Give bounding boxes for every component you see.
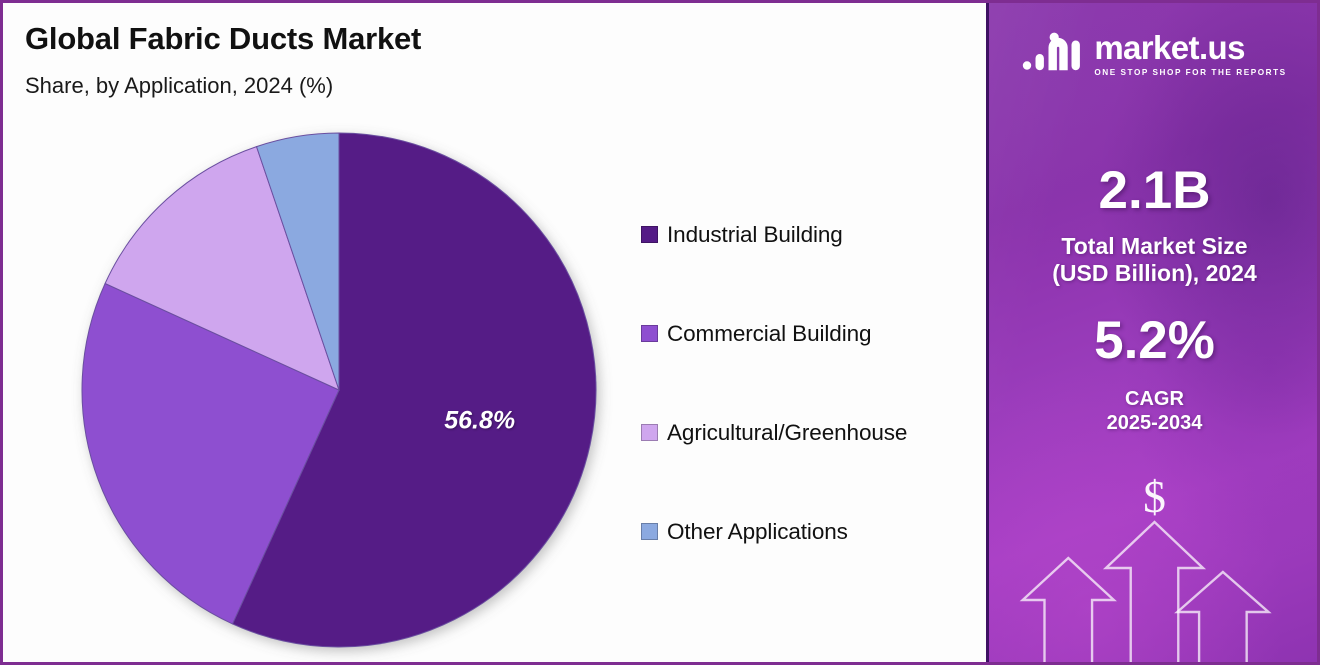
legend-label-industrial-building: Industrial Building (667, 221, 843, 247)
legend-swatch-icon-agricultural-greenhouse (641, 424, 658, 441)
legend-item-commercial-building[interactable]: Commercial Building (641, 284, 981, 383)
legend-swatch-icon-other-applications (641, 523, 658, 540)
stat-cagr-caption-line1: CAGR (1125, 387, 1184, 410)
pie-slice[interactable] (255, 132, 340, 391)
stat-cagr-caption-line2: 2025-2034 (1106, 411, 1203, 434)
legend-swatch-icon-commercial-building (641, 325, 658, 342)
brand-panel: market.us ONE STOP SHOP FOR THE REPORTS … (986, 3, 1317, 662)
chart-legend: Industrial Building Commercial Building … (641, 185, 981, 581)
pie-slice-label-industrial: 56.8% (444, 406, 516, 434)
pie-slice[interactable] (231, 132, 597, 648)
legend-label-commercial-building: Commercial Building (667, 320, 872, 346)
legend-swatch-icon-industrial-building (641, 226, 658, 243)
legend-item-industrial-building[interactable]: Industrial Building (641, 185, 981, 284)
page-subtitle: Share, by Application, 2024 (%) (25, 73, 334, 98)
brand-logo[interactable]: market.us ONE STOP SHOP FOR THE REPORTS (989, 31, 1317, 77)
stat-cagr-value: 5.2% (1094, 310, 1215, 370)
growth-arrows-decoration: $ (989, 472, 1317, 662)
brand-logo-text-wrap: market.us ONE STOP SHOP FOR THE REPORTS (1094, 31, 1286, 77)
pie-slice[interactable] (104, 145, 340, 391)
stat-market-size-value: 2.1B (1098, 161, 1211, 220)
stat-market-size-caption-line2: (USD Billion), 2024 (1052, 259, 1257, 286)
stat-market-size-caption-line1: Total Market Size (1061, 232, 1248, 259)
growth-arrows-icon: $ (1019, 472, 1272, 662)
brand-name: market.us (1094, 29, 1245, 66)
legend-item-agricultural-greenhouse[interactable]: Agricultural/Greenhouse (641, 383, 981, 482)
legend-item-other-applications[interactable]: Other Applications (641, 482, 981, 581)
legend-label-other-applications: Other Applications (667, 518, 848, 544)
brand-tagline: ONE STOP SHOP FOR THE REPORTS (1094, 68, 1287, 77)
pie-chart-svg (81, 132, 597, 648)
dollar-sign-icon: $ (1143, 472, 1166, 522)
legend-label-agricultural-greenhouse: Agricultural/Greenhouse (667, 419, 908, 445)
page-title: Global Fabric Ducts Market (25, 21, 422, 56)
brand-stats: 2.1B Total Market Size (USD Billion), 20… (989, 161, 1317, 435)
pie-slices (81, 132, 597, 648)
pie-chart: 56.8% (77, 128, 601, 652)
pie-slice[interactable] (81, 282, 340, 625)
chart-panel: Global Fabric Ducts Market Share, by App… (3, 3, 986, 662)
market-us-logo-icon (1023, 32, 1081, 71)
